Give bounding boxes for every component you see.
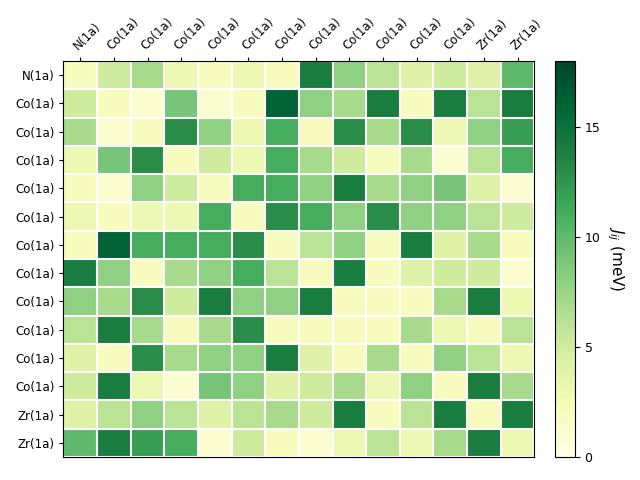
- Y-axis label: $J_{ij}$ (meV): $J_{ij}$ (meV): [605, 226, 625, 292]
